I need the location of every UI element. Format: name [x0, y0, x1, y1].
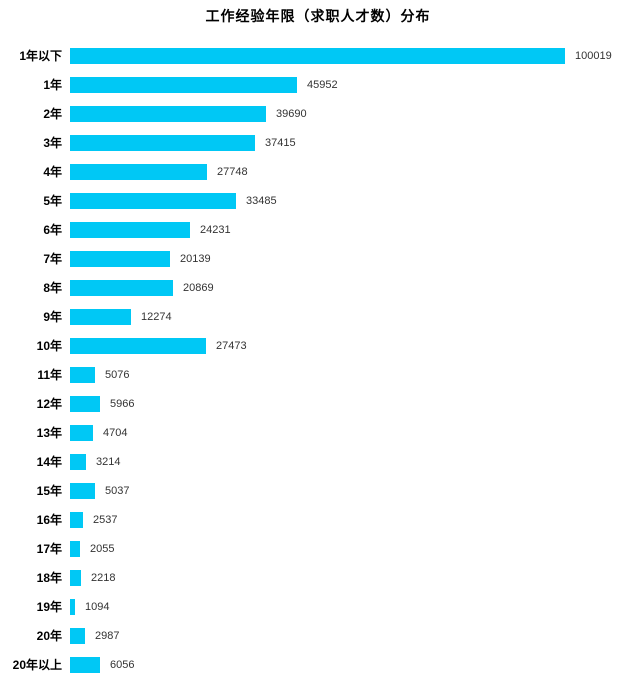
bar: [70, 540, 80, 557]
bar: [70, 569, 81, 586]
category-label: 14年: [36, 455, 62, 469]
category-label: 10年: [36, 339, 62, 353]
bar: [70, 395, 100, 412]
value-label: 1094: [85, 600, 110, 613]
bar-row: 13年 4704: [0, 418, 636, 447]
category-label: 1年: [43, 78, 62, 92]
value-label: 4704: [103, 426, 128, 439]
category-label: 7年: [43, 252, 62, 266]
category-label: 16年: [36, 513, 62, 527]
bar-row: 19年 1094: [0, 592, 636, 621]
bar: [70, 598, 75, 615]
bar-row: 15年 5037: [0, 476, 636, 505]
bar: [70, 656, 100, 673]
bar-row: 8年 20869: [0, 273, 636, 302]
bar: [70, 424, 93, 441]
value-label: 37415: [265, 136, 296, 149]
category-label: 11年: [37, 368, 62, 382]
value-label: 2987: [95, 629, 120, 642]
bar-row: 3年 37415: [0, 128, 636, 157]
value-label: 2537: [93, 513, 118, 526]
value-label: 5966: [110, 397, 135, 410]
category-label: 9年: [43, 310, 62, 324]
category-label: 3年: [43, 136, 62, 150]
category-label: 19年: [36, 600, 62, 614]
category-label: 4年: [43, 165, 62, 179]
chart-title: 工作经验年限（求职人才数）分布: [205, 8, 431, 24]
category-label: 12年: [36, 397, 62, 411]
bar: [70, 337, 206, 354]
bar: [70, 76, 297, 93]
category-label: 6年: [43, 223, 62, 237]
bar: [70, 163, 207, 180]
bar: [70, 134, 255, 151]
bar: [70, 366, 95, 383]
bar-row: 1年以下 100019: [0, 41, 636, 70]
bar: [70, 482, 95, 499]
value-label: 5076: [105, 368, 130, 381]
value-label: 24231: [200, 223, 231, 236]
value-label: 45952: [307, 78, 338, 91]
bar: [70, 279, 173, 296]
bar: [70, 192, 236, 209]
bar-row: 18年 2218: [0, 563, 636, 592]
bar-row: 20年 2987: [0, 621, 636, 650]
value-label: 33485: [246, 194, 277, 207]
bar-row: 16年 2537: [0, 505, 636, 534]
category-label: 18年: [36, 571, 62, 585]
value-label: 39690: [276, 107, 307, 120]
value-label: 3214: [96, 455, 121, 468]
bar-row: 10年 27473: [0, 331, 636, 360]
bar-row: 11年 5076: [0, 360, 636, 389]
category-label: 2年: [43, 107, 62, 121]
bar-row: 9年 12274: [0, 302, 636, 331]
bar: [70, 308, 131, 325]
category-label: 20年: [36, 629, 62, 643]
bar: [70, 47, 565, 64]
bar-row: 14年 3214: [0, 447, 636, 476]
category-label: 15年: [36, 484, 62, 498]
category-label: 20年以上: [12, 658, 62, 672]
category-label: 13年: [36, 426, 62, 440]
value-label: 6056: [110, 658, 135, 671]
bar-row: 17年 2055: [0, 534, 636, 563]
value-label: 2218: [91, 571, 116, 584]
bar-row: 2年 39690: [0, 99, 636, 128]
value-label: 5037: [105, 484, 130, 497]
bar: [70, 453, 86, 470]
bar-row: 5年 33485: [0, 186, 636, 215]
value-label: 100019: [575, 49, 612, 62]
category-label: 8年: [43, 281, 62, 295]
bar-row: 1年 45952: [0, 70, 636, 99]
value-label: 20139: [180, 252, 211, 265]
category-label: 5年: [43, 194, 62, 208]
value-label: 2055: [90, 542, 115, 555]
bar: [70, 627, 85, 644]
category-label: 17年: [36, 542, 62, 556]
bar: [70, 511, 83, 528]
value-label: 27748: [217, 165, 248, 178]
value-label: 20869: [183, 281, 214, 294]
bar-row: 6年 24231: [0, 215, 636, 244]
value-label: 27473: [216, 339, 247, 352]
bar-row: 4年 27748: [0, 157, 636, 186]
value-label: 12274: [141, 310, 172, 323]
bar: [70, 250, 170, 267]
category-label: 1年以下: [19, 49, 62, 63]
bar: [70, 221, 190, 238]
bar-row: 7年 20139: [0, 244, 636, 273]
bar-rows-container: 1年以下 100019 1年 45952 2年 39690 3年 37415 4年 27748 5年…: [0, 41, 636, 678]
bar-row: 12年 5966: [0, 389, 636, 418]
bar: [70, 105, 266, 122]
bar-row: 20年以上 6056: [0, 650, 636, 678]
